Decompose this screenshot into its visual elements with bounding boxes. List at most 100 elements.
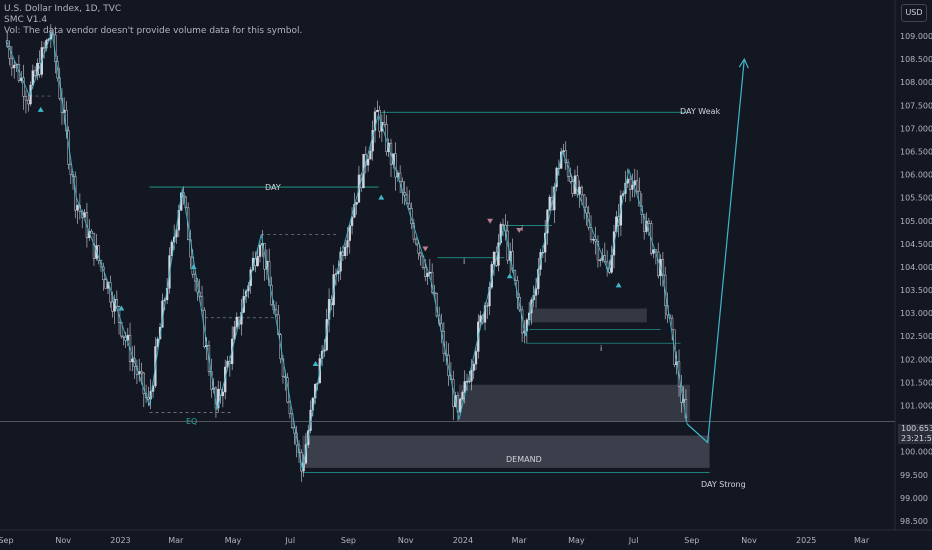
x-tick-label: Sep — [0, 536, 14, 545]
candle-body — [419, 252, 422, 257]
i-marker-1: i — [463, 257, 465, 266]
x-tick-label: May — [225, 536, 242, 545]
x-tick-label: Mar — [512, 536, 528, 545]
zone-box — [459, 384, 690, 422]
x-tick-label: May — [568, 536, 585, 545]
legend-volume-note: Vol: The data vendor doesn't provide vol… — [4, 26, 303, 36]
y-tick-label: 99.500 — [900, 471, 928, 480]
x-tick-label: Jul — [628, 536, 639, 545]
marker-layer — [37, 106, 622, 366]
candle-body — [8, 46, 11, 59]
y-tick-label: 104.500 — [900, 240, 932, 249]
y-tick-label: 109.000 — [900, 32, 932, 41]
candle-body — [412, 223, 415, 240]
y-tick-label: 101.500 — [900, 378, 932, 387]
candle-body — [585, 206, 588, 214]
candle-body — [578, 186, 581, 195]
candle-body — [633, 180, 636, 186]
demand-label: DEMAND — [506, 455, 542, 464]
day-label: DAY — [265, 183, 281, 192]
candle-body — [428, 271, 431, 274]
candle-body — [111, 301, 114, 312]
y-tick-label: 108.500 — [900, 55, 932, 64]
y-tick-label: 103.000 — [900, 309, 932, 318]
candle-body — [27, 99, 30, 105]
x-tick-label: Nov — [55, 536, 71, 545]
candle-body — [564, 150, 567, 163]
candle-body — [22, 77, 25, 97]
y-tick-label: 105.000 — [900, 217, 932, 226]
currency-button[interactable]: USD — [901, 4, 927, 22]
candle-body — [635, 180, 639, 192]
candle-body — [571, 181, 574, 194]
candle-body — [346, 240, 349, 248]
candle-body — [534, 288, 538, 296]
y-tick-label: 102.000 — [900, 355, 932, 364]
candle-body — [24, 96, 28, 101]
bullish-marker — [378, 194, 385, 200]
candle-body — [42, 47, 46, 49]
candle-body — [628, 178, 632, 190]
x-axis[interactable]: Sep Nov 2023 Mar May Jul Sep Nov 2024 Mar May Jul Se… — [0, 529, 932, 545]
candle-body — [472, 363, 475, 371]
candle-body — [459, 398, 462, 413]
candle-body — [366, 158, 370, 166]
legend-indicator[interactable]: SMC V1.4 — [4, 15, 48, 25]
candle-body — [36, 62, 39, 76]
candle-body — [140, 371, 143, 374]
bearish-marker — [422, 246, 429, 252]
candle-body — [217, 388, 220, 409]
projection-path — [686, 59, 745, 444]
x-tick-label: Nov — [398, 536, 414, 545]
candle-body — [235, 316, 238, 328]
candle-body — [470, 370, 473, 382]
x-tick-label: Mar — [168, 536, 184, 545]
candle-body — [592, 239, 595, 241]
candle-body — [569, 175, 572, 182]
candle-body — [369, 150, 372, 160]
candle-body — [288, 401, 291, 415]
bearish-marker — [487, 218, 494, 224]
bullish-marker — [190, 263, 197, 269]
level-layer — [29, 95, 710, 473]
last-price-value: 100.653 — [901, 424, 932, 433]
projection-layer — [686, 57, 749, 444]
candle-body — [344, 246, 347, 257]
candle-body — [408, 203, 411, 209]
y-tick-label: 99.000 — [900, 494, 928, 503]
zone-box — [302, 435, 710, 468]
candle-body — [417, 243, 420, 254]
candle-body — [479, 315, 482, 323]
x-tick-label: Sep — [341, 536, 356, 545]
x-tick-label: Mar — [854, 536, 870, 545]
candle-body — [122, 335, 125, 338]
candle-body — [582, 194, 586, 208]
x-tick-label: Sep — [684, 536, 699, 545]
y-tick-label: 100.000 — [900, 448, 932, 457]
y-tick-label: 98.500 — [900, 517, 928, 526]
candle-body — [355, 202, 358, 205]
candle-body — [33, 70, 37, 76]
x-tick-label: 2024 — [453, 536, 473, 545]
y-tick-label: 107.000 — [900, 124, 932, 133]
candle-body — [499, 224, 502, 244]
candle-body — [142, 372, 145, 394]
zone-layer — [302, 308, 710, 468]
candle-body — [661, 259, 665, 276]
candle-body — [97, 245, 100, 261]
zone-box — [529, 308, 647, 323]
bullish-marker — [37, 106, 44, 112]
legend-symbol[interactable]: U.S. Dollar Index, 1D, TVC — [4, 4, 122, 14]
candle-body — [647, 220, 651, 224]
candle-body — [373, 111, 377, 131]
candle-body — [221, 391, 225, 397]
y-tick-label: 105.500 — [900, 194, 932, 203]
candle-body — [426, 273, 429, 277]
bullish-marker — [506, 273, 513, 279]
y-tick-label: 106.500 — [900, 147, 932, 156]
y-tick-label: 102.500 — [900, 332, 932, 341]
candle-body — [126, 334, 129, 341]
y-axis[interactable]: 109.000 108.500 108.000 107.500 107.000 106.5… — [894, 0, 932, 530]
y-tick-label: 101.000 — [900, 402, 932, 411]
